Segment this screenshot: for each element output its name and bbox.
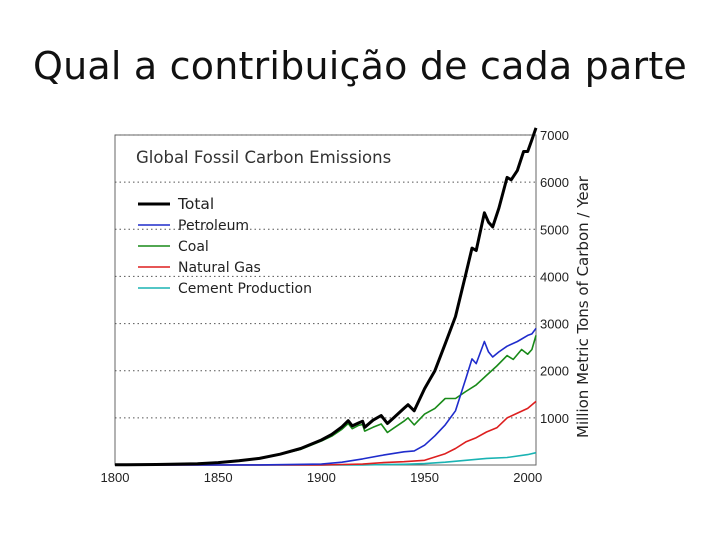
series-line-cement-production: [115, 451, 537, 466]
x-tick-label-2000: 2000: [513, 470, 542, 485]
series-line-petroleum: [114, 327, 537, 466]
plot-frame: [114, 134, 537, 466]
legend-label-cement-production: Cement Production: [178, 281, 312, 297]
series-line-total: [114, 127, 538, 467]
y-tick-label-6000: 6000: [540, 175, 569, 190]
legend-label-natural-gas: Natural Gas: [178, 260, 261, 276]
legend-label-total: Total: [177, 195, 214, 213]
legend: Total Petroleum Coal Natural Gas Cement Prod…: [138, 195, 312, 297]
series-group: [114, 127, 538, 467]
y-axis-ticks: 1000 2000 3000 4000 5000 6000 7000: [540, 128, 569, 426]
y-axis-label: Million Metric Tons of Carbon / Year: [574, 175, 592, 438]
x-axis-ticks: 1800 1850 1900 1950 2000: [101, 470, 543, 485]
chart-title: Global Fossil Carbon Emissions: [136, 148, 391, 167]
x-tick-label-1950: 1950: [410, 470, 439, 485]
y-tick-label-2000: 2000: [540, 364, 569, 379]
legend-label-petroleum: Petroleum: [178, 218, 249, 234]
x-tick-label-1900: 1900: [307, 470, 336, 485]
y-tick-label-7000: 7000: [540, 128, 569, 143]
legend-label-coal: Coal: [178, 239, 209, 255]
x-tick-label-1850: 1850: [204, 470, 233, 485]
y-tick-label-4000: 4000: [540, 269, 569, 284]
series-line-natural-gas: [115, 400, 537, 466]
y-tick-label-1000: 1000: [540, 411, 569, 426]
y-tick-label-3000: 3000: [540, 317, 569, 332]
slide-title: Qual a contribuição de cada parte: [32, 44, 687, 88]
y-tick-label-5000: 5000: [540, 222, 569, 237]
x-tick-label-1800: 1800: [101, 470, 130, 485]
